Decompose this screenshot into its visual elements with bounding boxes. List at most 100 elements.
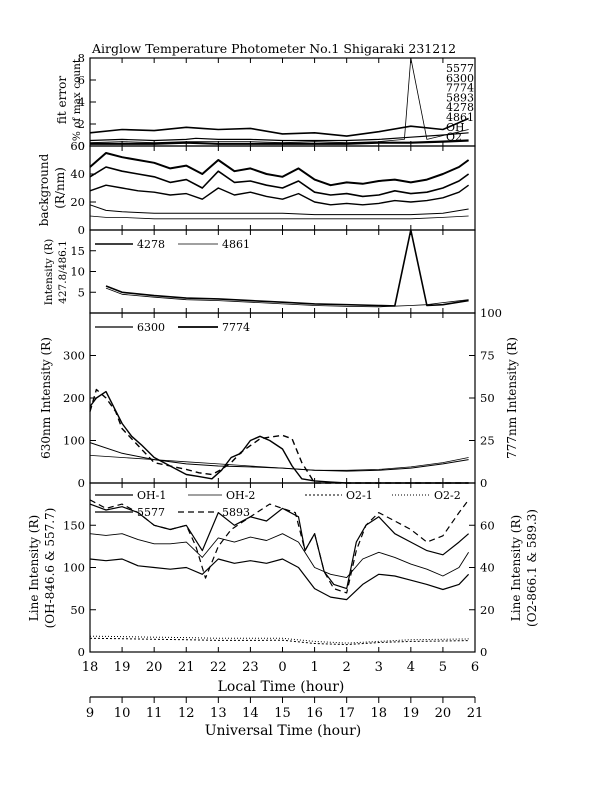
legend-6300-label: 6300: [137, 321, 165, 334]
universal-time-tick-label: 10: [114, 706, 131, 721]
fit-error-ylabel-2: % of max count: [71, 58, 83, 141]
local-time-tick-label: 3: [375, 660, 383, 675]
777-ylabel: 777nm Intensity (R): [505, 337, 519, 459]
local-time-tick-label: 22: [210, 660, 227, 675]
fit-error-series-label: 5577: [446, 62, 474, 75]
local-time-tick-label: 6: [471, 660, 479, 675]
y-tick-label-left: 0: [78, 223, 85, 237]
universal-time-tick-label: 9: [86, 706, 94, 721]
fit-error-series-label: 6300: [446, 72, 474, 85]
universal-time-tick-label: 19: [403, 706, 420, 721]
line-ylabel-right-2: (O2-866.1 & 589.3): [525, 509, 539, 627]
series-4861: [105, 287, 469, 308]
y-tick-label-left: 100: [63, 434, 85, 448]
fit-error-ylabel-1: fit error: [55, 76, 69, 124]
y-tick-label-left: 60: [70, 139, 85, 153]
series-o22: [89, 635, 469, 644]
local-time-tick-label: 1: [310, 660, 318, 675]
y-tick-label-left: 15: [70, 244, 85, 258]
local-time-tick-label: 2: [343, 660, 351, 675]
y-tick-label-left: 150: [63, 518, 85, 532]
y-tick-label-right: 0: [480, 476, 487, 490]
universal-time-tick-label: 17: [338, 706, 355, 721]
legend-7774-label: 7774: [222, 321, 250, 334]
legend-4278-label: 4278: [137, 238, 165, 251]
y-tick-label-left: 300: [63, 349, 85, 363]
local-time-tick-label: 21: [178, 660, 195, 675]
630-ylabel: 630nm Intensity (R): [39, 337, 53, 459]
line-ylabel-left-2: (OH-846.6 & 557.7): [43, 508, 57, 629]
universal-time-tick-label: 13: [210, 706, 227, 721]
y-tick-label-left: 100: [63, 561, 85, 575]
y-tick-label-left: 2: [78, 117, 85, 131]
line-ylabel-right-1: Line Intensity (R): [509, 515, 523, 621]
y-tick-label-left: 8: [78, 51, 85, 65]
universal-time-tick-label: 16: [306, 706, 323, 721]
fit-error-series-label: OH: [446, 121, 465, 134]
series-o21: [89, 637, 469, 646]
fit-error-series-label: 4861: [446, 111, 474, 124]
series-4278: [105, 229, 469, 307]
y-tick-label-left: 6: [78, 73, 85, 87]
local-time-tick-label: 5: [439, 660, 447, 675]
panel-fit-error-frame: [89, 57, 476, 147]
series-oh2: [89, 533, 469, 579]
y-tick-label-left: 50: [70, 603, 85, 617]
y-tick-label-left: 200: [63, 391, 85, 405]
background-series-3: [89, 204, 469, 216]
local-time-tick-label: 20: [146, 660, 163, 675]
y-tick-label-left: 5: [78, 285, 85, 299]
universal-time-tick-label: 20: [435, 706, 452, 721]
panel-630-777-frame: [89, 312, 476, 484]
y-tick-label-left: 40: [70, 167, 85, 181]
legend-5577-label: 5577: [137, 506, 165, 519]
series-6300: [89, 390, 469, 484]
local-time-tick-label: 4: [407, 660, 415, 675]
y-tick-label-right: 50: [480, 391, 495, 405]
universal-time-tick-label: 12: [178, 706, 195, 721]
chart-title: Airglow Temperature Photometer No.1 Shig…: [91, 41, 456, 56]
universal-time-tick-label: 11: [146, 706, 163, 721]
fit-error-series-label: 4278: [446, 101, 474, 114]
local-time-tick-label: 0: [278, 660, 286, 675]
series-5893: [89, 499, 470, 594]
y-tick-label-left: 10: [70, 265, 85, 279]
legend-oh1-label: OH-1: [137, 489, 166, 502]
background-series-2: [89, 184, 470, 206]
local-time-tick-label: 19: [114, 660, 131, 675]
fit-error-series-2: [89, 117, 469, 137]
fit-error-series-3: [90, 139, 469, 145]
y-tick-label-right: 40: [480, 561, 495, 575]
legend-5893-label: 5893: [222, 506, 250, 519]
universal-time-tick-label: 14: [242, 706, 259, 721]
y-tick-label-right: 60: [480, 518, 495, 532]
y-tick-label-right: 25: [480, 434, 495, 448]
local-time-tick-label: 18: [82, 660, 99, 675]
universal-time-tick-label: 18: [370, 706, 387, 721]
series-7774: [89, 388, 469, 484]
fit-error-series-0: [89, 132, 469, 142]
line-ylabel-left-1: Line Intensity (R): [27, 515, 41, 621]
legend-o22-label: O2-2: [434, 489, 461, 502]
y-tick-label-left: 0: [78, 139, 85, 153]
fit-error-series-label: 5893: [446, 91, 474, 104]
y-tick-label-left: 0: [78, 476, 85, 490]
y-tick-label-right: 20: [480, 603, 495, 617]
universal-time-label: Universal Time (hour): [205, 723, 362, 739]
fit-error-series-label: 7774: [446, 82, 474, 95]
background-series-4: [89, 215, 469, 220]
y-tick-label-left: 4: [78, 95, 85, 109]
local-time-label: Local Time (hour): [218, 679, 345, 695]
y-tick-label-right: 0: [480, 645, 487, 659]
series-5577: [89, 558, 470, 601]
background-series-0: [89, 152, 470, 187]
blue-ylabel-2: 427.8/486.1: [57, 240, 69, 304]
background-ylabel-2: (R/nm): [53, 167, 67, 209]
legend-o21-label: O2-1: [346, 489, 373, 502]
background-ylabel-1: background: [37, 153, 51, 226]
blue-ylabel-1: Intensity (R): [43, 239, 55, 305]
background-series-1: [89, 166, 470, 198]
y-tick-label-left: 0: [78, 645, 85, 659]
universal-time-tick-label: 15: [274, 706, 291, 721]
